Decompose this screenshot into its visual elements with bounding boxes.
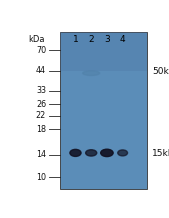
Text: 1: 1 — [73, 34, 78, 44]
Ellipse shape — [86, 150, 97, 156]
Ellipse shape — [70, 149, 81, 157]
Text: 15kDa: 15kDa — [152, 149, 169, 158]
Text: 10: 10 — [36, 173, 46, 182]
Text: 14: 14 — [36, 150, 46, 159]
Text: 44: 44 — [36, 66, 46, 75]
Text: 2: 2 — [88, 34, 94, 44]
Text: 18: 18 — [36, 125, 46, 134]
Text: 50kDa: 50kDa — [152, 67, 169, 76]
Ellipse shape — [101, 149, 113, 157]
Ellipse shape — [118, 150, 128, 156]
Text: kDa: kDa — [28, 35, 44, 44]
Text: 26: 26 — [36, 100, 46, 109]
Text: 33: 33 — [36, 86, 46, 95]
Ellipse shape — [83, 71, 100, 75]
Text: 22: 22 — [36, 111, 46, 121]
Text: 4: 4 — [120, 34, 125, 44]
Bar — [60, 32, 147, 189]
Text: 70: 70 — [36, 46, 46, 55]
Text: 3: 3 — [104, 34, 110, 44]
Bar — [60, 32, 147, 71]
